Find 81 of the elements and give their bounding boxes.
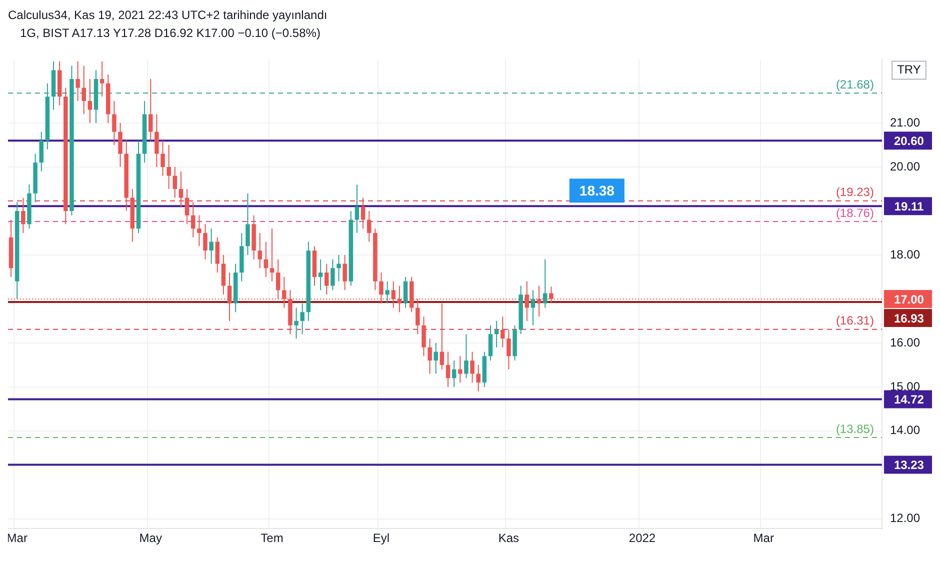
candlestick — [148, 78, 153, 142]
candlestick — [342, 254, 347, 291]
candlestick — [258, 232, 262, 269]
x-tick-label: Kas — [498, 531, 520, 546]
annotation: 18.38 — [579, 182, 615, 198]
text: TRY — [897, 62, 921, 77]
candlestick — [154, 114, 159, 168]
candlestick — [100, 60, 104, 98]
ref-line-label: 19.11 — [894, 199, 924, 214]
y-tick-label: 21.00 — [890, 115, 920, 130]
chart-title: 1G, BIST A17.13 Y17.28 D16.92 K17.00 −0.10 (−0.58%) — [19, 26, 322, 42]
candlestick — [270, 228, 274, 282]
candlestick — [160, 140, 165, 176]
candlestick — [354, 184, 360, 234]
candlestick — [506, 329, 511, 370]
candlestick — [264, 241, 268, 278]
ref-line-label: (13.85) — [836, 422, 874, 436]
x-tick-label: May — [139, 531, 162, 546]
x-tick-label: 2022 — [628, 531, 656, 546]
candlestick — [166, 144, 171, 190]
candlestick — [464, 334, 468, 379]
candlestick — [500, 316, 505, 348]
candlestick — [488, 324, 493, 362]
candlestick — [434, 342, 438, 374]
ref-line-label: 20.60 — [894, 134, 924, 148]
candlestick — [39, 131, 44, 172]
candlestick — [190, 202, 196, 238]
ref-line-label: 14.72 — [894, 392, 924, 407]
candlestick — [203, 224, 208, 260]
candlestick — [215, 236, 220, 274]
candlestick — [470, 351, 474, 384]
candlestick — [88, 78, 92, 124]
candlestick — [385, 280, 390, 304]
candlestick — [221, 254, 226, 296]
candlestick — [184, 188, 190, 225]
ref-line-label: (18.76) — [836, 206, 874, 220]
ref-line-label: 13.23 — [894, 458, 924, 472]
y-tick-label: 15.00 — [890, 379, 920, 394]
y-tick-label: 12.00 — [890, 511, 920, 526]
candlestick — [76, 60, 80, 102]
candlestick — [440, 302, 444, 370]
y-tick-label: 16.00 — [890, 335, 920, 350]
candlestick — [458, 356, 462, 384]
candlestick — [197, 214, 202, 247]
candlestick — [178, 170, 184, 208]
candlestick — [118, 122, 122, 168]
ref-line-label: (21.68) — [836, 77, 874, 92]
candlestick — [428, 338, 432, 374]
candlestick — [172, 166, 178, 198]
candlestick — [246, 192, 250, 256]
candlestick — [318, 258, 323, 291]
candlestick — [112, 100, 116, 146]
candlestick — [82, 65, 86, 115]
candlestick — [452, 360, 456, 388]
x-tick-label: Eyl — [372, 531, 390, 546]
candlestick — [21, 197, 26, 234]
x-tick-label: Mar — [6, 531, 28, 546]
candlestick — [300, 302, 304, 335]
ref-line-label: (16.31) — [836, 314, 874, 328]
candlestick — [360, 197, 366, 230]
candlestick — [336, 254, 341, 282]
candlestick — [422, 316, 426, 357]
ref-line-label: 17.00 — [894, 292, 924, 306]
candlestick — [330, 258, 335, 291]
x-tick-label: Tem — [260, 531, 284, 546]
ref-line-label: 16.93 — [894, 311, 924, 326]
candlestick — [446, 351, 450, 388]
y-tick-label: 20.00 — [890, 159, 920, 174]
ref-line-label: (19.23) — [836, 185, 874, 200]
x-tick-label: Mar — [753, 531, 774, 546]
y-tick-label: 18.00 — [890, 247, 920, 262]
candlestick — [543, 258, 548, 308]
candlestick — [324, 263, 329, 296]
candlestick — [366, 210, 372, 242]
chart-subtitle: Calculus34, Kas 19, 2021 22:43 UTC+2 tarihinde yayınlandı — [8, 8, 328, 24]
candlestick — [476, 364, 480, 392]
candlestick — [294, 307, 298, 340]
candlestick — [530, 290, 536, 326]
y-tick-label: 14.00 — [890, 423, 920, 438]
candlestick — [403, 276, 408, 308]
candlestick — [209, 228, 214, 264]
